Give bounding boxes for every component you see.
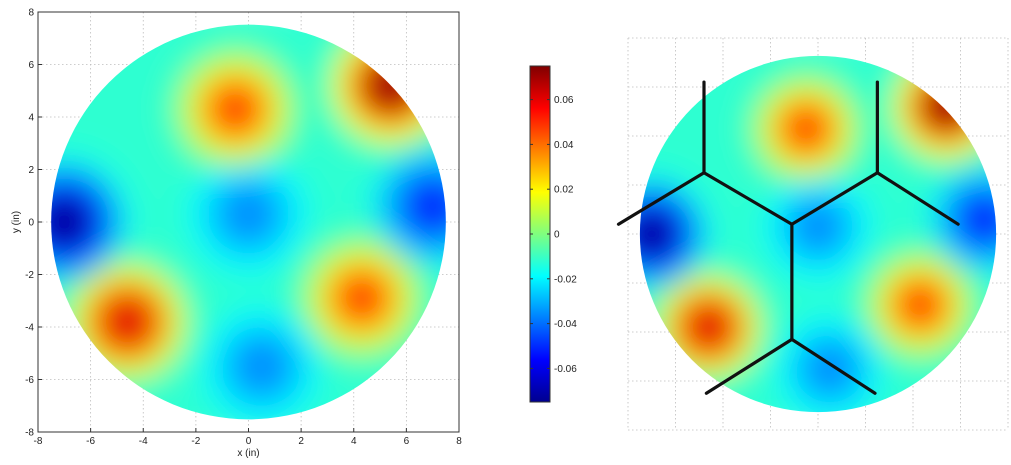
- left-surface-map: -8 -6 -4 -2 0 2 4 6 8 -8 -6 -4 -2 0 2 4 6 8 x (in) y (in): [11, 8, 462, 460]
- hot-spot: [896, 281, 944, 329]
- y-axis-label: y (in): [11, 211, 22, 233]
- colorbar-tick-label: 0.06: [554, 95, 574, 106]
- cold-spot: [960, 195, 997, 244]
- hot-spot: [685, 303, 733, 351]
- colorbar-tick-label: -0.04: [554, 319, 577, 330]
- y-tick-label: -2: [25, 270, 34, 281]
- x-tick-label: 6: [404, 436, 410, 447]
- segment-boundary-line: [790, 337, 877, 395]
- hot-spot: [209, 82, 262, 136]
- segment-boundary-line: [875, 171, 960, 226]
- colorbar-tick-label: -0.06: [554, 364, 577, 375]
- hot-spot: [364, 59, 417, 112]
- hot-spot: [782, 104, 830, 153]
- x-tick-label: 2: [298, 436, 304, 447]
- cold-spot: [235, 340, 288, 393]
- segment-boundary-line: [790, 171, 879, 226]
- cold-spot: [639, 210, 676, 258]
- y-tick-label: -6: [25, 375, 34, 386]
- hot-spot: [908, 68, 985, 145]
- y-tick-label: 6: [28, 60, 34, 71]
- hot-spot: [922, 82, 970, 131]
- y-tick-label: 2: [28, 165, 34, 176]
- segment-boundary-line: [704, 337, 794, 395]
- segment-boundary-line: [702, 171, 794, 226]
- y-tick-label: 4: [28, 113, 34, 124]
- colorbar-ticks: 0.06 0.04 0.02 0 -0.02 -0.04 -0.06: [530, 95, 577, 375]
- cold-spot: [51, 195, 91, 249]
- left-tick-labels: -8 -6 -4 -2 0 2 4 6 8 -8 -6 -4 -2 0 2 4 6 8: [25, 8, 462, 448]
- x-tick-label: 8: [456, 436, 462, 447]
- y-tick-label: 0: [28, 218, 34, 229]
- x-tick-label: -2: [191, 436, 200, 447]
- x-tick-label: -4: [139, 436, 148, 447]
- segment-boundary-line: [616, 171, 706, 226]
- x-tick-label: 4: [351, 436, 357, 447]
- colorbar-tick-label: 0.02: [554, 185, 574, 196]
- y-tick-label: -4: [25, 323, 34, 334]
- cold-spot: [222, 187, 275, 241]
- right-heatmap: [639, 55, 997, 413]
- right-segmented-map: [616, 37, 1009, 431]
- colorbar-tick-label: -0.02: [554, 274, 577, 285]
- x-tick-label: -8: [34, 436, 43, 447]
- colorbar-tick-label: 0: [554, 230, 560, 241]
- segment-boundaries: [616, 80, 960, 395]
- x-tick-label: -6: [86, 436, 95, 447]
- x-axis-label: x (in): [237, 448, 259, 459]
- colorbar: 0.06 0.04 0.02 0 -0.02 -0.04 -0.06: [529, 65, 577, 403]
- y-tick-label: -8: [25, 428, 34, 439]
- y-tick-label: 8: [28, 8, 34, 19]
- left-heatmap: [51, 24, 446, 420]
- x-tick-label: 0: [246, 436, 252, 447]
- hot-spot: [335, 271, 388, 325]
- cold-spot: [406, 179, 446, 233]
- hot-spot: [101, 295, 154, 349]
- colorbar-tick-label: 0.04: [554, 140, 574, 151]
